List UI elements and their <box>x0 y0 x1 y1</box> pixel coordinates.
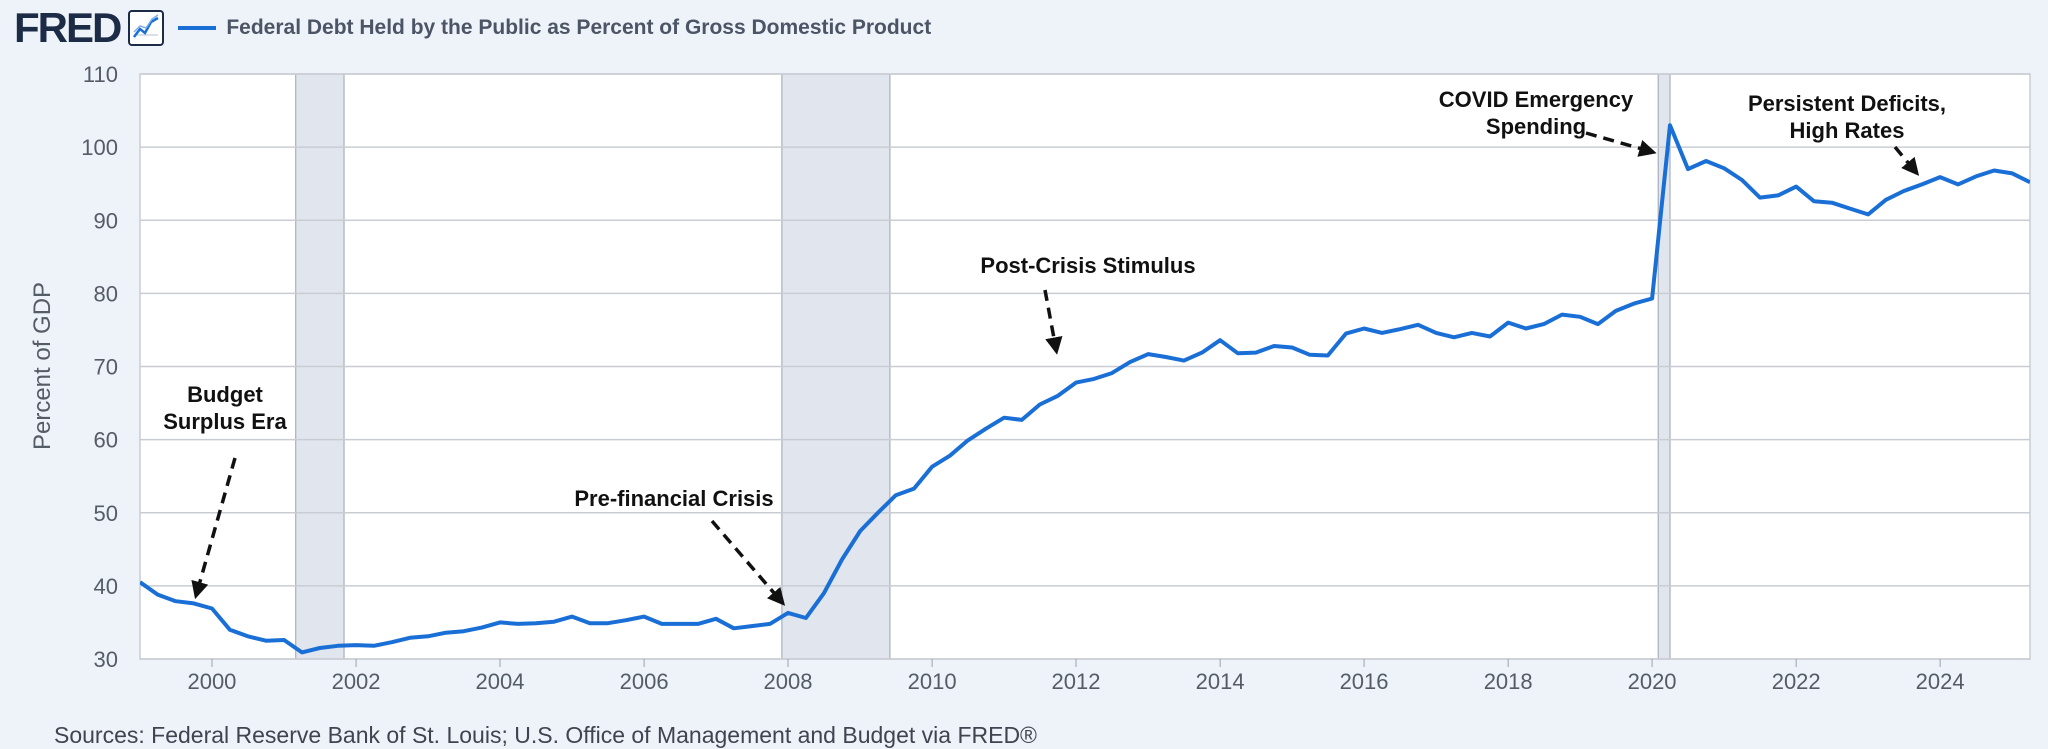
x-tick-label: 2004 <box>476 669 525 694</box>
annotation-text: High Rates <box>1790 118 1905 143</box>
x-tick-label: 2012 <box>1052 669 1101 694</box>
x-tick-label: 2020 <box>1628 669 1677 694</box>
x-tick-label: 2018 <box>1484 669 1533 694</box>
y-tick-label: 80 <box>94 281 118 306</box>
annotation: Post-Crisis Stimulus <box>980 253 1196 355</box>
y-tick-label: 70 <box>94 355 118 380</box>
y-axis-ticks: 30 40 50 60 70 80 90 100 110 <box>81 62 118 672</box>
legend-line-swatch <box>178 26 217 30</box>
x-tick-label: 2000 <box>187 669 236 694</box>
series-line[interactable] <box>140 123 2030 655</box>
annotation-arrow <box>1893 145 1920 176</box>
x-tick-label: 2008 <box>764 669 813 694</box>
annotation: Pre-financial Crisis <box>574 486 786 606</box>
x-tick-label: 2014 <box>1196 669 1245 694</box>
fred-logo[interactable]: FRED <box>14 4 122 51</box>
annotation-arrow <box>1043 289 1063 355</box>
y-tick-label: 110 <box>83 62 118 87</box>
annotation-text: Post-Crisis Stimulus <box>980 253 1195 278</box>
annotation-text: Spending <box>1486 114 1586 139</box>
annotation-text: Pre-financial Crisis <box>574 486 773 511</box>
x-tick-label: 2006 <box>620 669 669 694</box>
annotation-arrow <box>1585 131 1657 157</box>
annotation-text: Surplus Era <box>163 409 287 434</box>
annotation-arrow <box>191 457 237 600</box>
y-tick-label: 40 <box>94 574 118 599</box>
chart-header: FRED Federal Debt Held by the Public as … <box>14 6 931 50</box>
annotation-arrow <box>710 519 786 606</box>
annotation-text: Budget <box>187 382 263 407</box>
horizontal-gridlines <box>139 73 2031 660</box>
y-tick-label: 30 <box>94 647 118 672</box>
x-tick-label: 2010 <box>908 669 957 694</box>
source-note: Sources: Federal Reserve Bank of St. Lou… <box>54 722 1038 748</box>
x-tick-label: 2016 <box>1340 669 1389 694</box>
line-chart-icon[interactable] <box>128 10 165 46</box>
annotation-text: Persistent Deficits, <box>1748 91 1946 116</box>
y-tick-label: 60 <box>94 428 118 453</box>
series-line-layer <box>140 123 2030 655</box>
annotation: Persistent Deficits,High Rates <box>1748 91 1946 176</box>
chart-title: Federal Debt Held by the Public as Perce… <box>226 16 932 39</box>
plot-frame <box>139 73 2031 660</box>
annotation-text: COVID Emergency <box>1439 87 1634 112</box>
y-axis-title: Percent of GDP <box>29 282 56 450</box>
x-tick-label: 2002 <box>332 669 381 694</box>
x-tick-label: 2024 <box>1916 669 1965 694</box>
y-tick-label: 90 <box>94 208 118 233</box>
y-tick-label: 100 <box>81 135 118 160</box>
x-tick-label: 2022 <box>1772 669 1821 694</box>
y-tick-label: 50 <box>94 501 118 526</box>
x-axis-ticks: 2000 2002 2004 2006 2008 2010 2012 2014 2016 2018… <box>187 659 1965 694</box>
